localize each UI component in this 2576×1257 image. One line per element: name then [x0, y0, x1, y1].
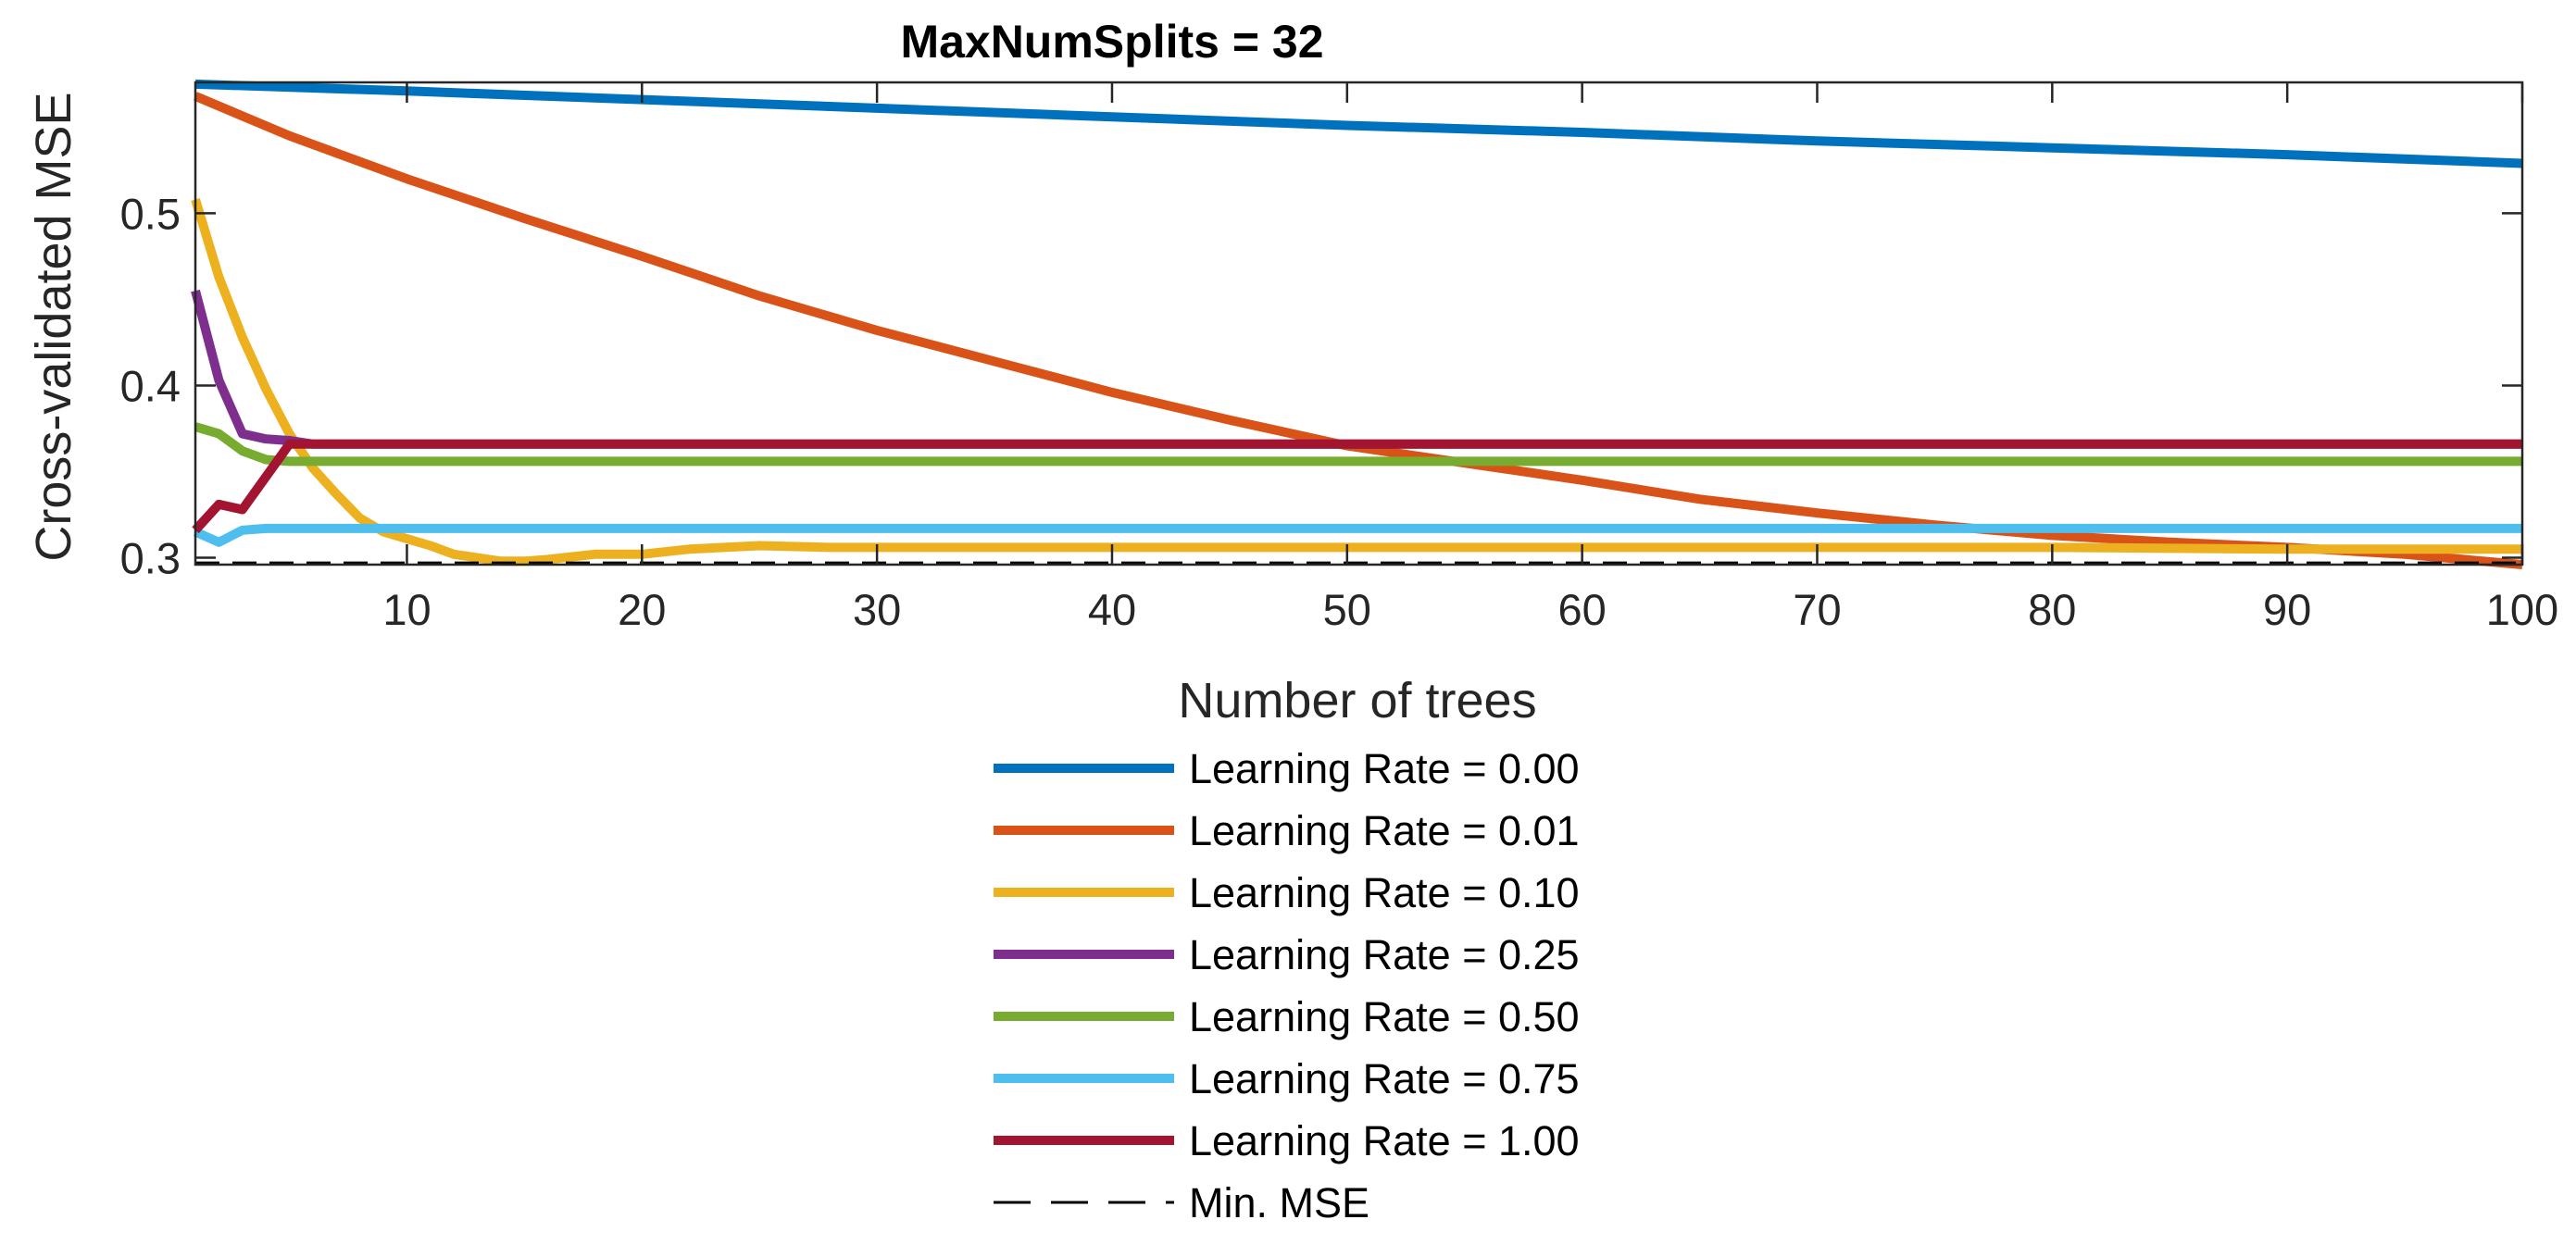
legend-label: Learning Rate = 0.75: [1189, 1055, 1580, 1102]
series-line-7: [192, 439, 2522, 534]
series-line-1: [194, 79, 2523, 168]
legend-label: Learning Rate = 0.01: [1189, 807, 1580, 854]
legend-label: Learning Rate = 0.00: [1189, 745, 1580, 792]
x-tick-label: 70: [1793, 585, 1841, 634]
x-tick-label: 40: [1088, 585, 1136, 634]
legend-item: Learning Rate = 0.75: [994, 1055, 1580, 1102]
legend-item: Learning Rate = 0.50: [994, 993, 1580, 1040]
legend-label: Learning Rate = 0.50: [1189, 993, 1580, 1040]
legend-item: Learning Rate = 0.01: [994, 807, 1580, 854]
x-axis-label: Number of trees: [1178, 673, 1536, 728]
legend-item: Learning Rate = 1.00: [994, 1117, 1580, 1164]
series-line-6: [193, 523, 2522, 547]
legend-item: Min. MSE: [994, 1179, 1369, 1226]
legend-item: Learning Rate = 0.00: [994, 745, 1580, 792]
chart-title: MaxNumSplits = 32: [900, 16, 1323, 68]
x-tick-label: 50: [1323, 585, 1371, 634]
legend-item: Learning Rate = 0.10: [994, 869, 1580, 916]
y-axis-label: Cross-validated MSE: [26, 92, 81, 561]
legend-label: Min. MSE: [1189, 1179, 1369, 1226]
x-tick-label: 90: [2263, 585, 2311, 634]
series-line-5: [194, 422, 2522, 467]
series-layer: [191, 79, 2523, 569]
plot-area: [195, 82, 2522, 565]
legend-label: Learning Rate = 1.00: [1189, 1117, 1580, 1164]
y-tick-label: 0.4: [120, 361, 181, 410]
legend-item: Learning Rate = 0.25: [994, 931, 1580, 978]
legend: Learning Rate = 0.00 Learning Rate = 0.01…: [994, 745, 1580, 1226]
x-tick-label: 20: [618, 585, 666, 634]
ticks-layer: 10 20 30 40 50 60 70 80 90 100 0.3 0.4 0.5: [120, 82, 2558, 634]
x-tick-label: 30: [853, 585, 901, 634]
x-tick-label: 10: [382, 585, 431, 634]
legend-label: Learning Rate = 0.25: [1189, 931, 1580, 978]
x-tick-label: 80: [2028, 585, 2076, 634]
x-tick-label: 60: [1558, 585, 1607, 634]
legend-label: Learning Rate = 0.10: [1189, 869, 1580, 916]
y-tick-label: 0.5: [120, 189, 181, 238]
y-tick-label: 0.3: [120, 534, 181, 583]
plot-frame: [194, 81, 2524, 566]
x-tick-label: 100: [2486, 585, 2558, 634]
